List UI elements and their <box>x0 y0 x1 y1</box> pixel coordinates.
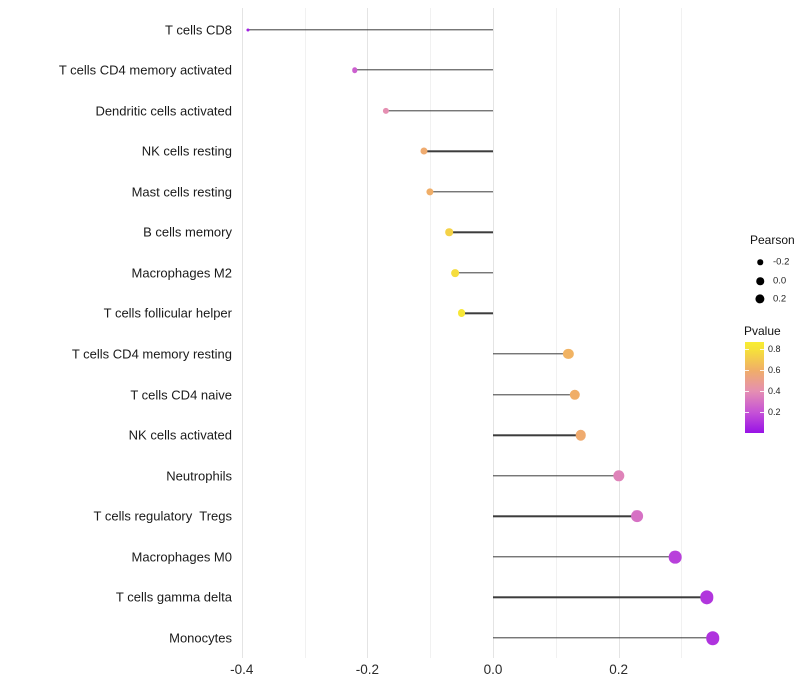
size-legend-label: -0.2 <box>773 256 790 268</box>
colorbar-tick-mark <box>745 370 749 372</box>
colorbar-tick-label: 0.6 <box>768 365 781 376</box>
x-tick-label: -0.2 <box>355 662 380 677</box>
lollipop-dot <box>246 27 250 32</box>
size-legend-dot <box>757 259 763 265</box>
row-label: NK cells resting <box>141 143 232 159</box>
row-label: Dendritic cells activated <box>95 103 232 119</box>
major-gridline <box>367 8 369 658</box>
colorbar-tick-mark <box>745 349 749 351</box>
row-label: Macrophages M2 <box>131 265 232 281</box>
lollipop-stem <box>493 596 707 599</box>
lollipop-dot <box>457 309 466 318</box>
lollipop-dot <box>420 147 428 155</box>
lollipop-dot <box>383 107 390 114</box>
size-legend-label: 0.2 <box>773 293 787 305</box>
colorbar-tick-mark <box>760 349 764 351</box>
minor-gridline <box>304 8 306 658</box>
row-label: T cells CD4 memory resting <box>71 346 232 362</box>
colorbar-tick-mark <box>745 391 749 393</box>
row-label: T cells follicular helper <box>103 305 232 321</box>
lollipop-stem <box>493 434 581 436</box>
lollipop-dot <box>699 590 714 605</box>
x-tick-label: 0.2 <box>609 662 628 677</box>
row-label: T cells CD8 <box>165 22 232 37</box>
lollipop-dot <box>668 550 682 564</box>
row-label: NK cells activated <box>128 427 232 443</box>
row-label: T cells CD4 memory activated <box>58 62 232 78</box>
colorbar-tick-label: 0.8 <box>768 344 781 355</box>
lollipop-stem <box>493 515 638 518</box>
lollipop-stem <box>455 272 493 274</box>
row-label: T cells gamma delta <box>115 589 232 605</box>
minor-gridline <box>555 8 557 658</box>
color-legend-title: Pvalue <box>744 324 781 338</box>
x-tick-label: -0.4 <box>230 662 254 677</box>
lollipop-dot <box>612 470 625 482</box>
colorbar-tick-mark <box>745 412 749 414</box>
size-legend-dot <box>755 294 765 304</box>
colorbar-tick-mark <box>760 391 764 393</box>
lollipop-dot <box>706 631 720 645</box>
lollipop-stem <box>461 312 493 315</box>
row-label: Neutrophils <box>166 468 232 484</box>
row-label: T cells regulatory Tregs <box>93 508 232 524</box>
lollipop-stem <box>449 231 493 234</box>
lollipop-dot <box>426 188 434 196</box>
lollipop-dot <box>575 429 587 441</box>
colorbar-tick-mark <box>760 370 764 372</box>
lollipop-dot <box>569 389 580 400</box>
minor-gridline <box>430 8 432 658</box>
lollipop-stem <box>493 556 676 558</box>
lollipop-stem <box>493 637 713 639</box>
lollipop-stem <box>430 191 493 193</box>
lollipop-stem <box>248 28 493 31</box>
lollipop-stem <box>493 475 619 477</box>
size-legend-dot <box>756 277 764 285</box>
lollipop-stem <box>354 69 493 71</box>
size-legend-title: Pearson <box>750 233 795 247</box>
row-label: T cells CD4 naive <box>130 387 232 403</box>
colorbar-tick-mark <box>760 412 764 414</box>
lollipop-stem <box>493 353 569 355</box>
lollipop-dot <box>352 67 358 73</box>
colorbar-tick-label: 0.4 <box>768 386 781 397</box>
major-gridline <box>618 8 620 658</box>
row-label: Monocytes <box>169 630 232 646</box>
x-tick-label: 0.0 <box>483 662 503 677</box>
row-label: B cells memory <box>143 224 232 240</box>
major-gridline <box>241 8 243 658</box>
size-legend-label: 0.0 <box>773 275 787 287</box>
colorbar-tick-label: 0.2 <box>768 407 781 418</box>
row-label: Mast cells resting <box>131 184 232 200</box>
lollipop-stem <box>423 150 493 152</box>
major-gridline <box>493 8 494 658</box>
lollipop-dot <box>631 510 644 523</box>
lollipop-dot <box>451 269 460 277</box>
lollipop-stem <box>493 393 575 396</box>
minor-gridline <box>681 8 683 658</box>
lollipop-dot <box>445 228 453 237</box>
pvalue-colorbar <box>745 342 764 433</box>
row-label: Macrophages M0 <box>131 549 232 565</box>
lollipop-dot <box>563 348 574 360</box>
lollipop-stem <box>386 109 493 112</box>
